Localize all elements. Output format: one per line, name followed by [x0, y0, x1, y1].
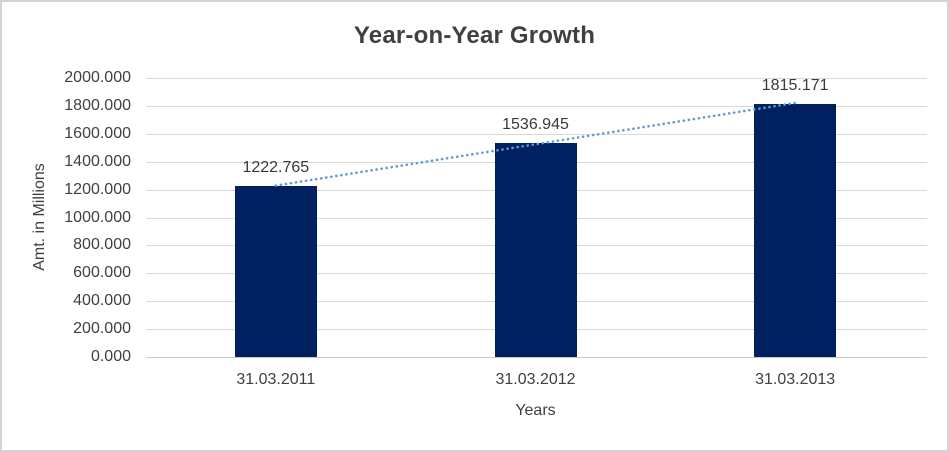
x-tick-label: 31.03.2013 — [755, 371, 836, 388]
y-tick-label: 1400.000 — [64, 152, 131, 170]
gridline — [146, 78, 927, 79]
y-tick-label: 1600.000 — [64, 124, 131, 142]
y-tick-label: 1200.000 — [64, 180, 131, 198]
x-tick-label: 31.03.2012 — [495, 371, 576, 388]
x-tick-label: 31.03.2011 — [236, 371, 316, 388]
y-tick-label: 200.000 — [73, 320, 131, 338]
y-tick-label: 600.000 — [73, 264, 131, 282]
bar-31.03.2012 — [494, 142, 577, 357]
bar-31.03.2011 — [234, 186, 317, 357]
bar-31.03.2013 — [754, 103, 837, 357]
y-tick-label: 400.000 — [73, 292, 131, 310]
data-label: 1222.765 — [242, 159, 310, 177]
y-tick-label: 0.000 — [90, 348, 131, 365]
y-tick-label: 1800.000 — [64, 96, 131, 114]
y-tick-label: 800.000 — [73, 236, 131, 254]
y-tick-label: 1000.000 — [64, 208, 131, 226]
x-axis-title: Years — [515, 402, 556, 419]
data-label: 1536.945 — [502, 115, 569, 133]
y-tick-label: 2000.000 — [64, 69, 131, 86]
chart-title: Year-on-Year Growth — [353, 22, 596, 49]
x-axis-line — [146, 357, 927, 358]
data-label: 1815.171 — [761, 76, 829, 94]
